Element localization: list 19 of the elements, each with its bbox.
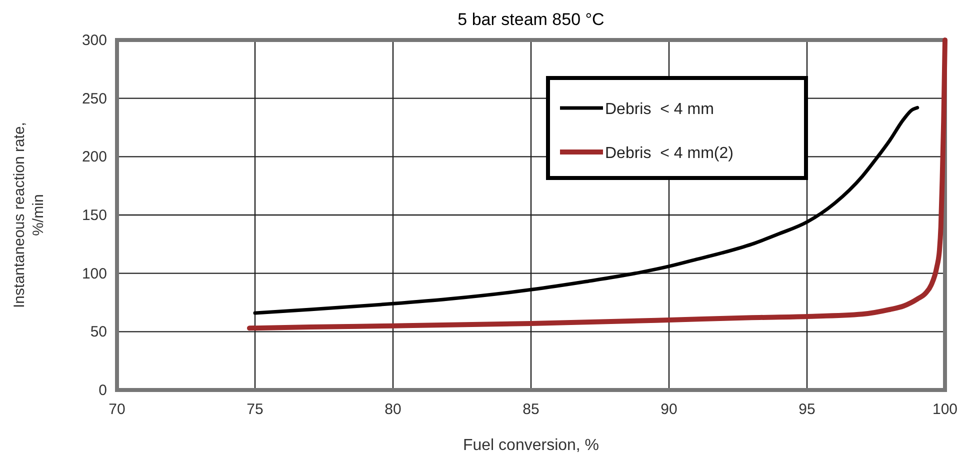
- chart-title: 5 bar steam 850 °C: [458, 10, 604, 29]
- x-tick-label: 85: [522, 401, 540, 418]
- legend-label: Debris < 4 mm(2): [605, 145, 734, 162]
- y-tick-label: 200: [82, 148, 107, 166]
- y-axis-title: Instantaneous reaction rate, %/min: [11, 122, 47, 308]
- x-tick-label: 75: [246, 401, 264, 418]
- y-tick-label: 0: [98, 382, 107, 399]
- x-tick-label: 70: [108, 401, 126, 418]
- x-tick-label: 90: [660, 401, 678, 418]
- y-tick-label: 300: [82, 32, 107, 49]
- x-tick-label: 100: [932, 401, 958, 418]
- x-tick-label: 80: [384, 401, 402, 418]
- y-tick-label: 50: [90, 324, 107, 341]
- y-tick-label: 250: [82, 90, 107, 108]
- y-tick-label: 150: [82, 207, 107, 224]
- legend-label: Debris < 4 mm: [605, 101, 714, 118]
- x-tick-label: 95: [798, 401, 816, 418]
- x-axis-title: Fuel conversion, %: [462, 437, 600, 454]
- y-tick-label: 100: [82, 265, 107, 282]
